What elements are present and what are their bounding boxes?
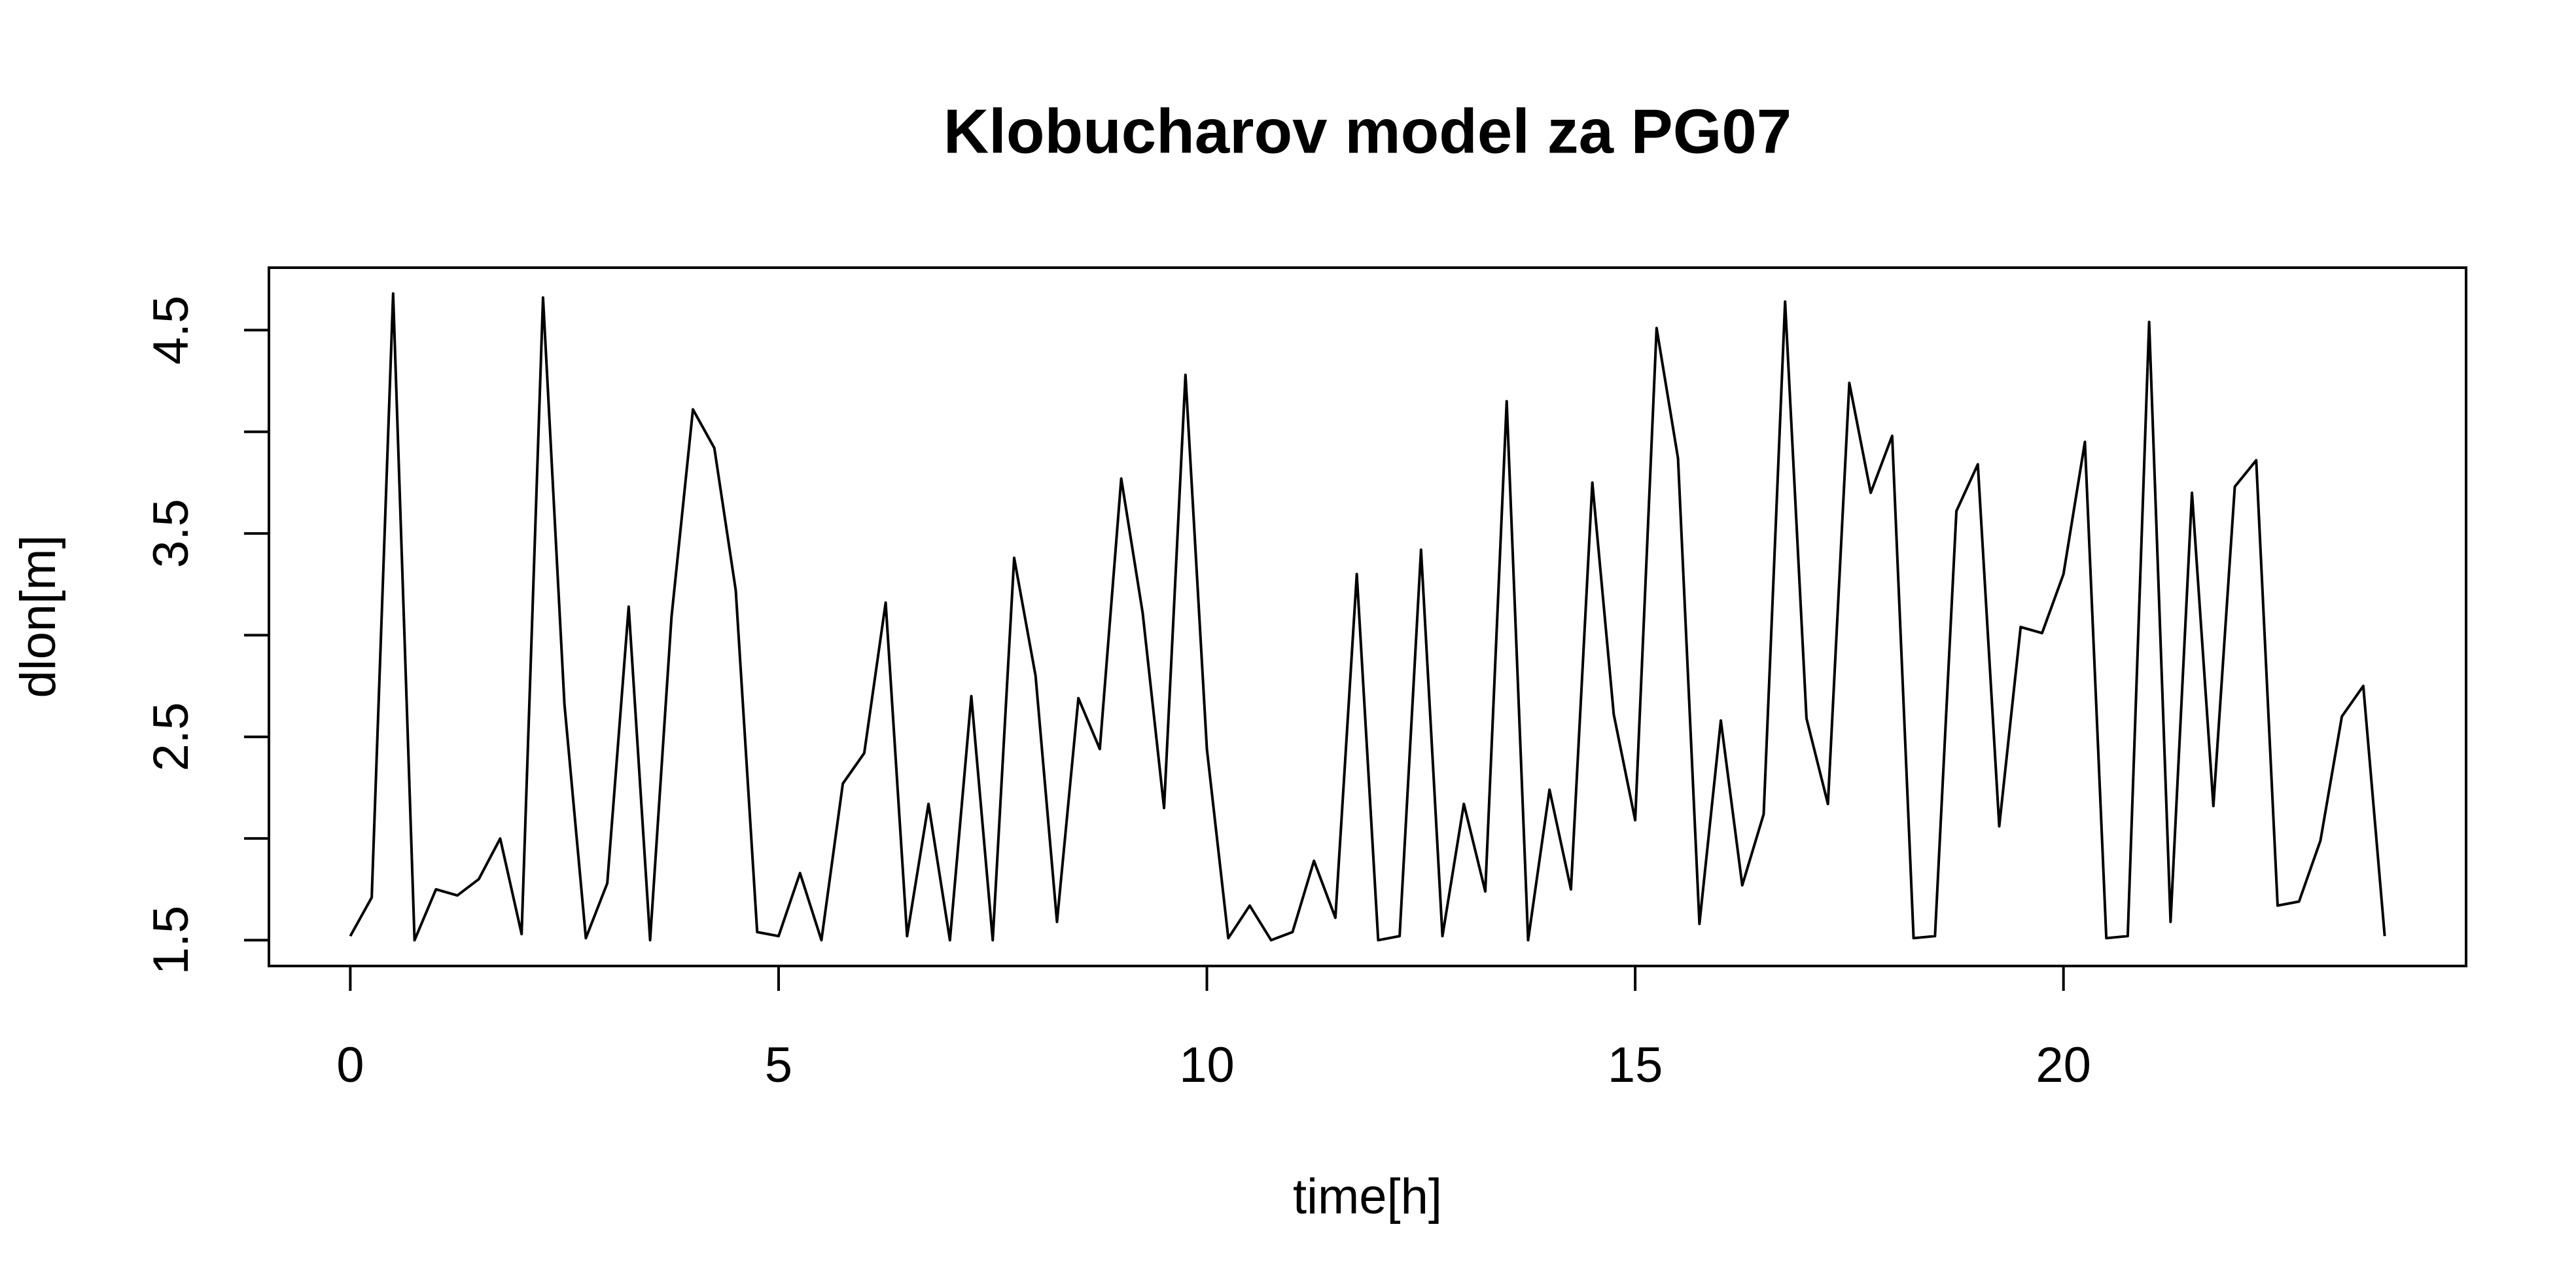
y-tick-label: 3.5 (143, 499, 199, 568)
plot-frame (268, 266, 2467, 967)
y-axis-title: dlon[m] (10, 535, 66, 698)
y-tick-label: 2.5 (143, 702, 199, 772)
y-tick-label: 4.5 (143, 296, 199, 365)
data-line (349, 292, 2386, 942)
x-axis-title: time[h] (1293, 1169, 1442, 1225)
x-tick-label: 5 (765, 1037, 792, 1093)
chart-title: Klobucharov model za PG07 (944, 96, 1791, 166)
x-tick-label: 15 (1608, 1037, 1663, 1093)
y-tick-label: 1.5 (143, 906, 199, 975)
x-tick-label: 20 (2036, 1037, 2091, 1093)
x-tick-label: 0 (336, 1037, 364, 1093)
x-tick-label: 10 (1179, 1037, 1235, 1093)
